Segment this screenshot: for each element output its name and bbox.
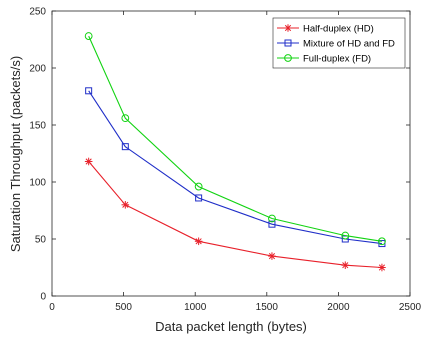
legend-item: Half-duplex (HD) — [277, 23, 374, 34]
legend-item: Mixture of HD and FD — [277, 38, 395, 49]
data-point — [85, 87, 93, 95]
y-tick-label: 0 — [40, 292, 46, 303]
legend: Half-duplex (HD) Mixture of HD and FD Full… — [272, 17, 406, 69]
series-3 — [84, 32, 386, 246]
x-axis-label: Data packet length (bytes) — [155, 319, 307, 334]
series-line — [88, 161, 382, 269]
y-tick-label: 150 — [29, 121, 46, 132]
x-tick-label: 2000 — [327, 302, 350, 313]
legend-marker — [284, 54, 292, 62]
legend-label: Half-duplex (HD) — [303, 23, 374, 34]
x-tick-label: 2500 — [399, 302, 422, 313]
data-point — [121, 201, 130, 209]
data-point — [121, 114, 130, 123]
data-point — [378, 263, 386, 272]
series-line — [88, 35, 382, 242]
legend-item: Full-duplex (FD) — [277, 53, 371, 64]
y-axis-label: Saturation Throughput (packets/s) — [8, 56, 23, 252]
data-point — [341, 231, 350, 240]
series-layer — [84, 32, 386, 272]
data-point — [84, 157, 93, 166]
y-axis: 0 50 100 150 200 250 — [29, 7, 410, 303]
data-point — [268, 252, 276, 260]
y-tick-label: 200 — [29, 64, 46, 75]
data-point — [194, 237, 203, 246]
y-tick-label: 50 — [35, 235, 47, 246]
series-1 — [84, 157, 386, 272]
legend-label: Mixture of HD and FD — [303, 38, 395, 49]
legend-label: Full-duplex (FD) — [303, 53, 371, 64]
series-line — [88, 90, 382, 245]
data-point — [84, 32, 93, 40]
data-point — [268, 214, 276, 223]
data-point — [341, 261, 350, 270]
x-tick-label: 1000 — [184, 302, 207, 313]
legend-marker — [284, 24, 292, 32]
data-point — [121, 143, 129, 151]
x-tick-label: 0 — [49, 302, 55, 313]
x-tick-label: 1500 — [256, 302, 279, 313]
x-axis: 0 500 1000 1500 2000 2500 — [49, 11, 422, 313]
y-tick-label: 100 — [29, 178, 46, 189]
data-point — [378, 237, 386, 246]
x-tick-label: 500 — [115, 302, 132, 313]
data-point — [268, 220, 276, 228]
legend-marker — [284, 39, 292, 47]
series-2 — [85, 87, 386, 248]
data-point — [195, 194, 203, 202]
y-tick-label: 250 — [29, 7, 46, 18]
data-point — [194, 182, 203, 191]
